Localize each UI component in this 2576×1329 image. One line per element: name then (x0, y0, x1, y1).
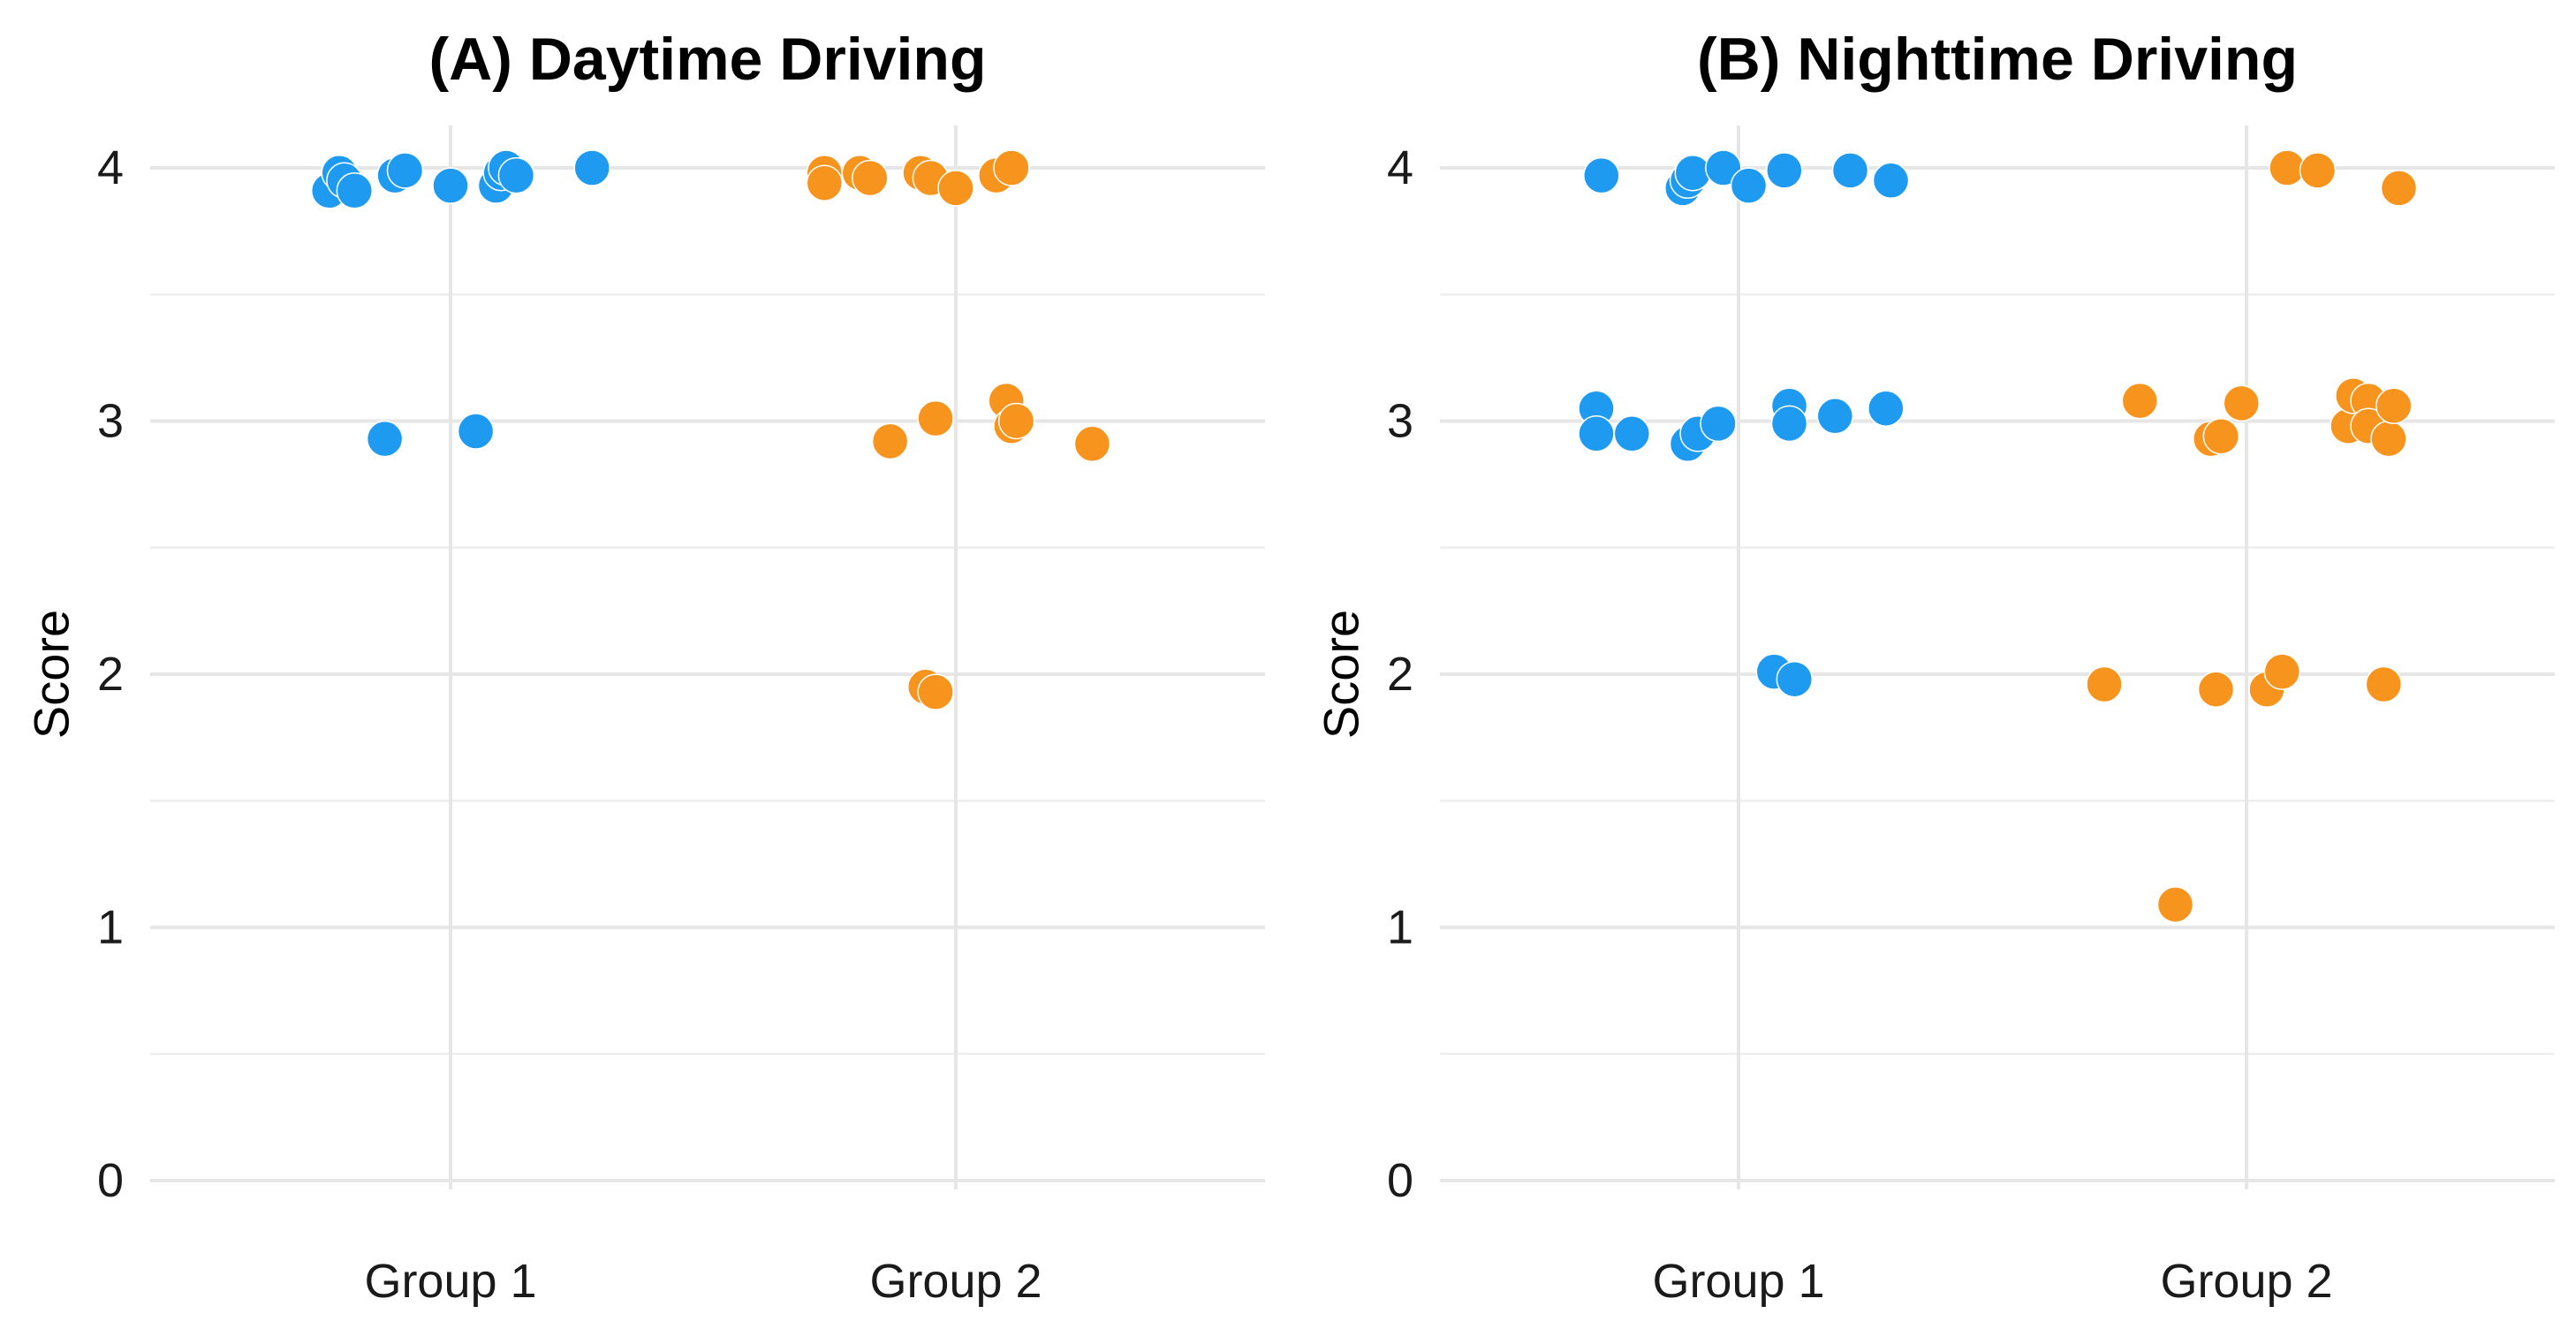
data-point (852, 159, 889, 197)
data-point (1073, 425, 1111, 463)
data-point (1583, 156, 1620, 194)
data-point (1831, 152, 1869, 189)
y-tick-label: 0 (97, 1154, 124, 1207)
data-point (2299, 152, 2337, 189)
data-point (2086, 665, 2123, 703)
data-point (2380, 170, 2418, 207)
data-points (1578, 149, 2418, 923)
data-point (497, 156, 535, 194)
x-tick-label: Group 2 (869, 1255, 1042, 1308)
data-point (1776, 660, 1814, 698)
panel-title: (B) Nighttime Driving (1697, 26, 2298, 93)
y-axis-title: Score (1314, 610, 1369, 739)
tick-labels: 0 1 2 3 4 Group 1 Group 2 (1387, 141, 2333, 1308)
data-point (1872, 162, 1910, 200)
data-point (871, 422, 909, 460)
y-tick-label: 3 (97, 395, 124, 448)
data-point (2121, 382, 2159, 420)
data-point (457, 413, 495, 450)
data-point (1578, 415, 1615, 452)
grid-lines (150, 125, 1265, 1189)
y-tick-label: 0 (1387, 1154, 1413, 1207)
y-tick-label: 1 (97, 901, 124, 954)
y-tick-label: 4 (97, 141, 124, 194)
data-point (2202, 417, 2240, 455)
y-tick-label: 1 (1387, 901, 1413, 954)
data-point (432, 167, 469, 204)
panel-daytime-driving: (A) Daytime Driving Score 0 1 2 3 4 Group 1 Gr… (24, 26, 1265, 1308)
data-point (1868, 390, 1905, 427)
y-tick-label: 4 (1387, 141, 1413, 194)
x-tick-label: Group 2 (2160, 1255, 2332, 1308)
y-tick-label: 2 (97, 648, 124, 701)
x-tick-label: Group 1 (1652, 1255, 1824, 1308)
data-point (937, 170, 974, 207)
data-point (1613, 415, 1651, 452)
data-point (2370, 420, 2407, 458)
panel-nighttime-driving: (B) Nighttime Driving Score 0 1 2 3 4 Group 1… (1314, 26, 2555, 1308)
data-point (997, 402, 1035, 440)
data-point (806, 164, 844, 201)
data-point (1700, 405, 1737, 443)
data-point (2156, 885, 2194, 923)
data-point (336, 172, 374, 209)
y-tick-label: 3 (1387, 395, 1413, 448)
y-tick-label: 2 (1387, 648, 1413, 701)
panel-title: (A) Daytime Driving (429, 26, 987, 93)
data-point (1816, 398, 1854, 435)
data-points (310, 149, 1111, 710)
data-point (1770, 405, 1808, 443)
data-point (1674, 154, 1712, 192)
data-point (917, 673, 954, 710)
data-point (1730, 167, 1768, 204)
data-point (386, 152, 424, 189)
y-axis-title: Score (24, 610, 80, 739)
data-point (2365, 665, 2403, 703)
x-tick-label: Group 1 (364, 1255, 536, 1308)
data-point (993, 149, 1030, 186)
data-point (1705, 149, 1742, 186)
data-point (2223, 384, 2261, 422)
grid-lines (1440, 125, 2555, 1189)
data-point (2197, 671, 2235, 708)
data-point (573, 149, 610, 186)
data-point (917, 399, 954, 437)
data-point (1766, 152, 1803, 189)
data-point (366, 420, 404, 458)
tick-labels: 0 1 2 3 4 Group 1 Group 2 (97, 141, 1042, 1308)
data-point (2263, 653, 2301, 690)
data-point (2375, 387, 2413, 425)
